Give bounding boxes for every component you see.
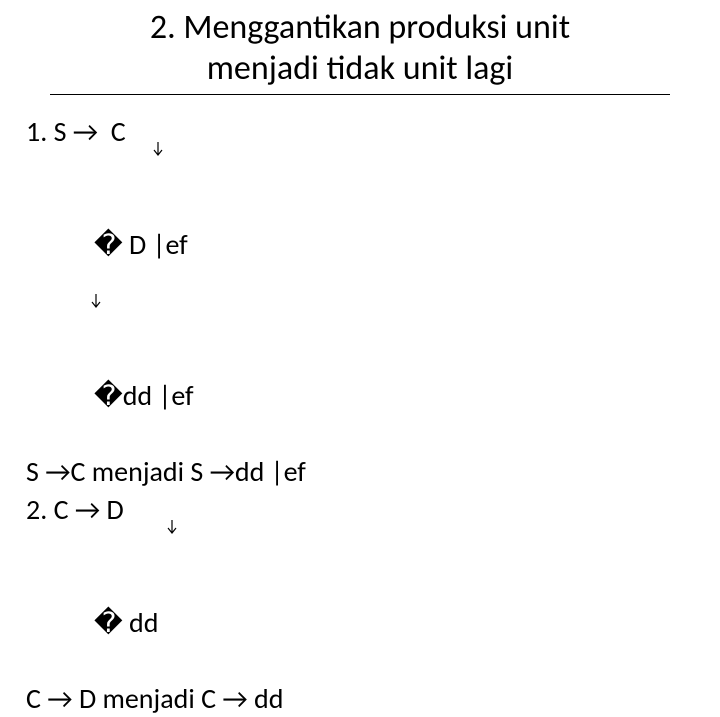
slide-body: 1. S → C � D |ef �dd |ef S →C menjadi S … (0, 113, 720, 717)
body-line-3: �dd |ef (26, 302, 720, 453)
body-line-2-text: D |ef (123, 227, 188, 262)
title-line-2: menjadi tidak unit lagi (0, 49, 720, 90)
body-line-7: C → D menjadi C → dd (26, 680, 720, 717)
bullet-marker: � (94, 604, 123, 642)
body-line-6: � dd (26, 528, 720, 679)
bullet-marker: � (94, 226, 123, 264)
slide-title: 2. Menggantikan produksi unit menjadi ti… (0, 0, 720, 94)
derivation-arrow-3 (26, 520, 246, 540)
bullet-marker: � (94, 377, 123, 415)
derivation-arrow-2 (26, 294, 226, 314)
body-line-6-text: dd (123, 605, 159, 640)
body-line-3-text: dd |ef (123, 378, 194, 413)
derivation-arrow-1 (26, 142, 226, 162)
title-underline (50, 94, 670, 95)
body-line-4: S →C menjadi S →dd |ef (26, 453, 720, 491)
title-line-1: 2. Menggantikan produksi unit (0, 8, 720, 49)
slide: 2. Menggantikan produksi unit menjadi ti… (0, 0, 720, 540)
body-line-2: � D |ef (26, 150, 720, 301)
